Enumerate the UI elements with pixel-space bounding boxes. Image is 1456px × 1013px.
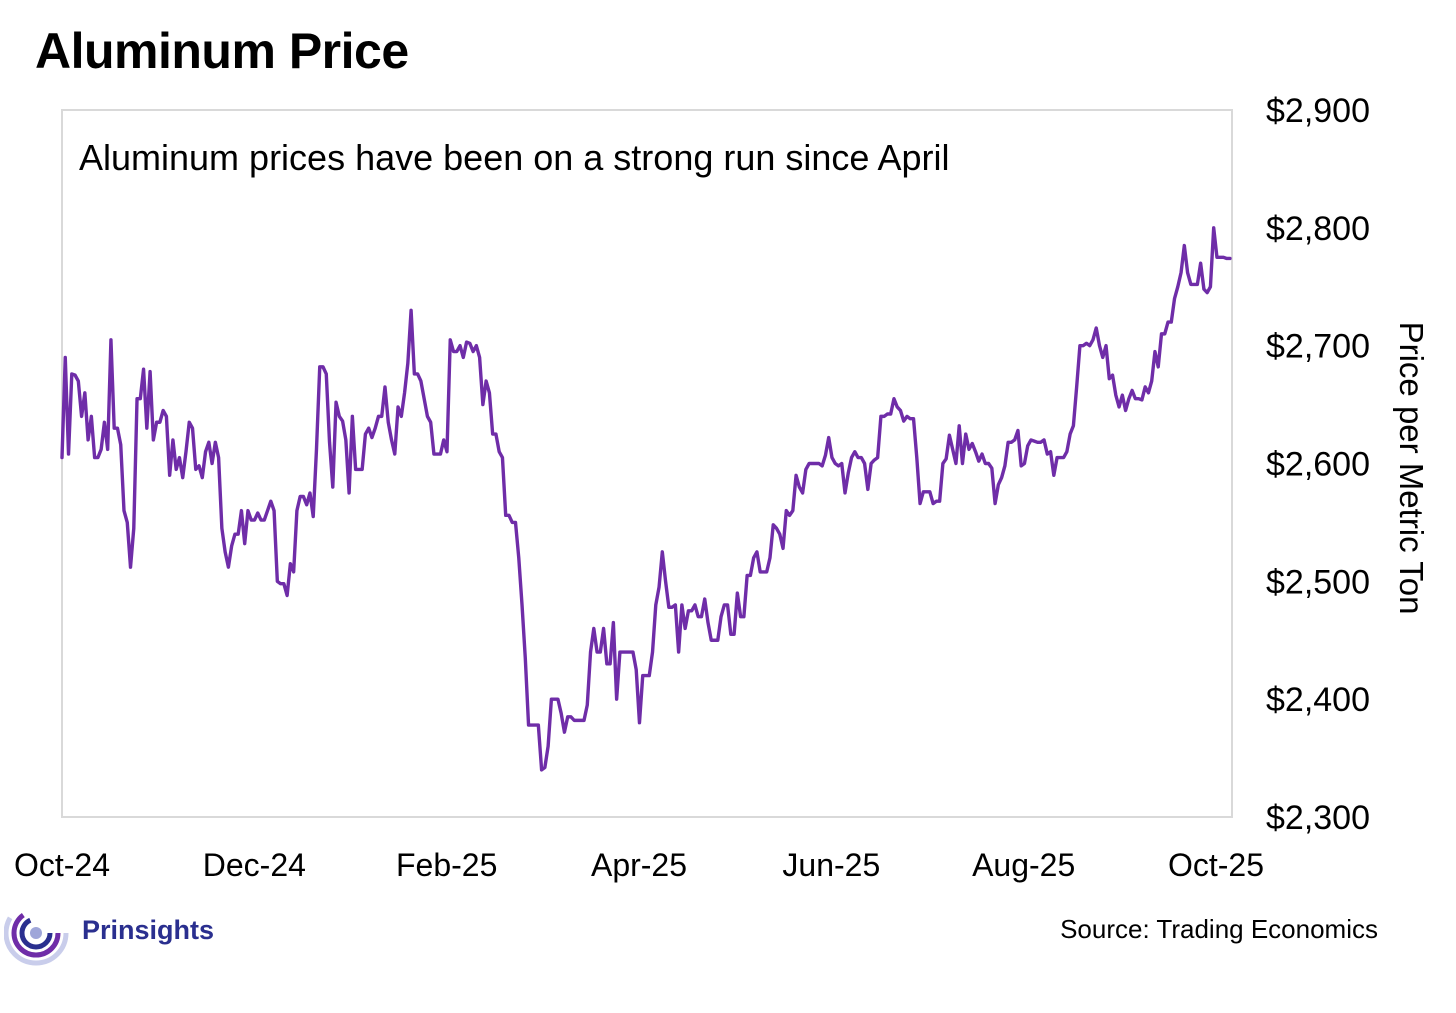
x-tick-label: Jun-25: [782, 847, 880, 883]
source-note: Source: Trading Economics: [1060, 914, 1378, 944]
y-axis-ticks: $2,300 $2,400 $2,500 $2,600 $2,700 $2,800 $2,9…: [1266, 92, 1370, 837]
prinsights-logo: Prinsights: [3, 897, 264, 969]
x-tick-label: Oct-25: [1168, 847, 1264, 883]
x-tick-label: Aug-25: [972, 847, 1075, 883]
chart-annotation: Aluminum prices have been on a strong ru…: [79, 137, 949, 178]
brand-name: Prinsights: [82, 915, 215, 945]
aluminum-price-chart: Aluminum prices have been on a strong ru…: [14, 92, 1430, 883]
chart-title: Aluminum Price: [35, 23, 409, 79]
x-tick-label: Feb-25: [396, 847, 497, 883]
y-tick-label: $2,600: [1266, 446, 1370, 484]
y-tick-label: $2,400: [1266, 681, 1370, 719]
y-tick-label: $2,500: [1266, 563, 1370, 601]
prinsights-swirl-icon: [3, 900, 69, 966]
y-tick-label: $2,700: [1266, 328, 1370, 366]
x-tick-label: Apr-25: [591, 847, 687, 883]
x-tick-label: Dec-24: [203, 847, 306, 883]
series-line-aluminum: [60, 226, 1232, 772]
x-axis-ticks: Oct-24 Dec-24 Feb-25 Apr-25 Jun-25 Aug-25 Oct-…: [14, 847, 1264, 883]
y-tick-label: $2,900: [1266, 92, 1370, 130]
plot-area-frame: [61, 109, 1233, 818]
y-tick-label: $2,300: [1266, 799, 1370, 837]
y-tick-label: $2,800: [1266, 210, 1370, 248]
y-axis-label: Price per Metric Ton: [1393, 322, 1430, 615]
x-tick-label: Oct-24: [14, 847, 110, 883]
